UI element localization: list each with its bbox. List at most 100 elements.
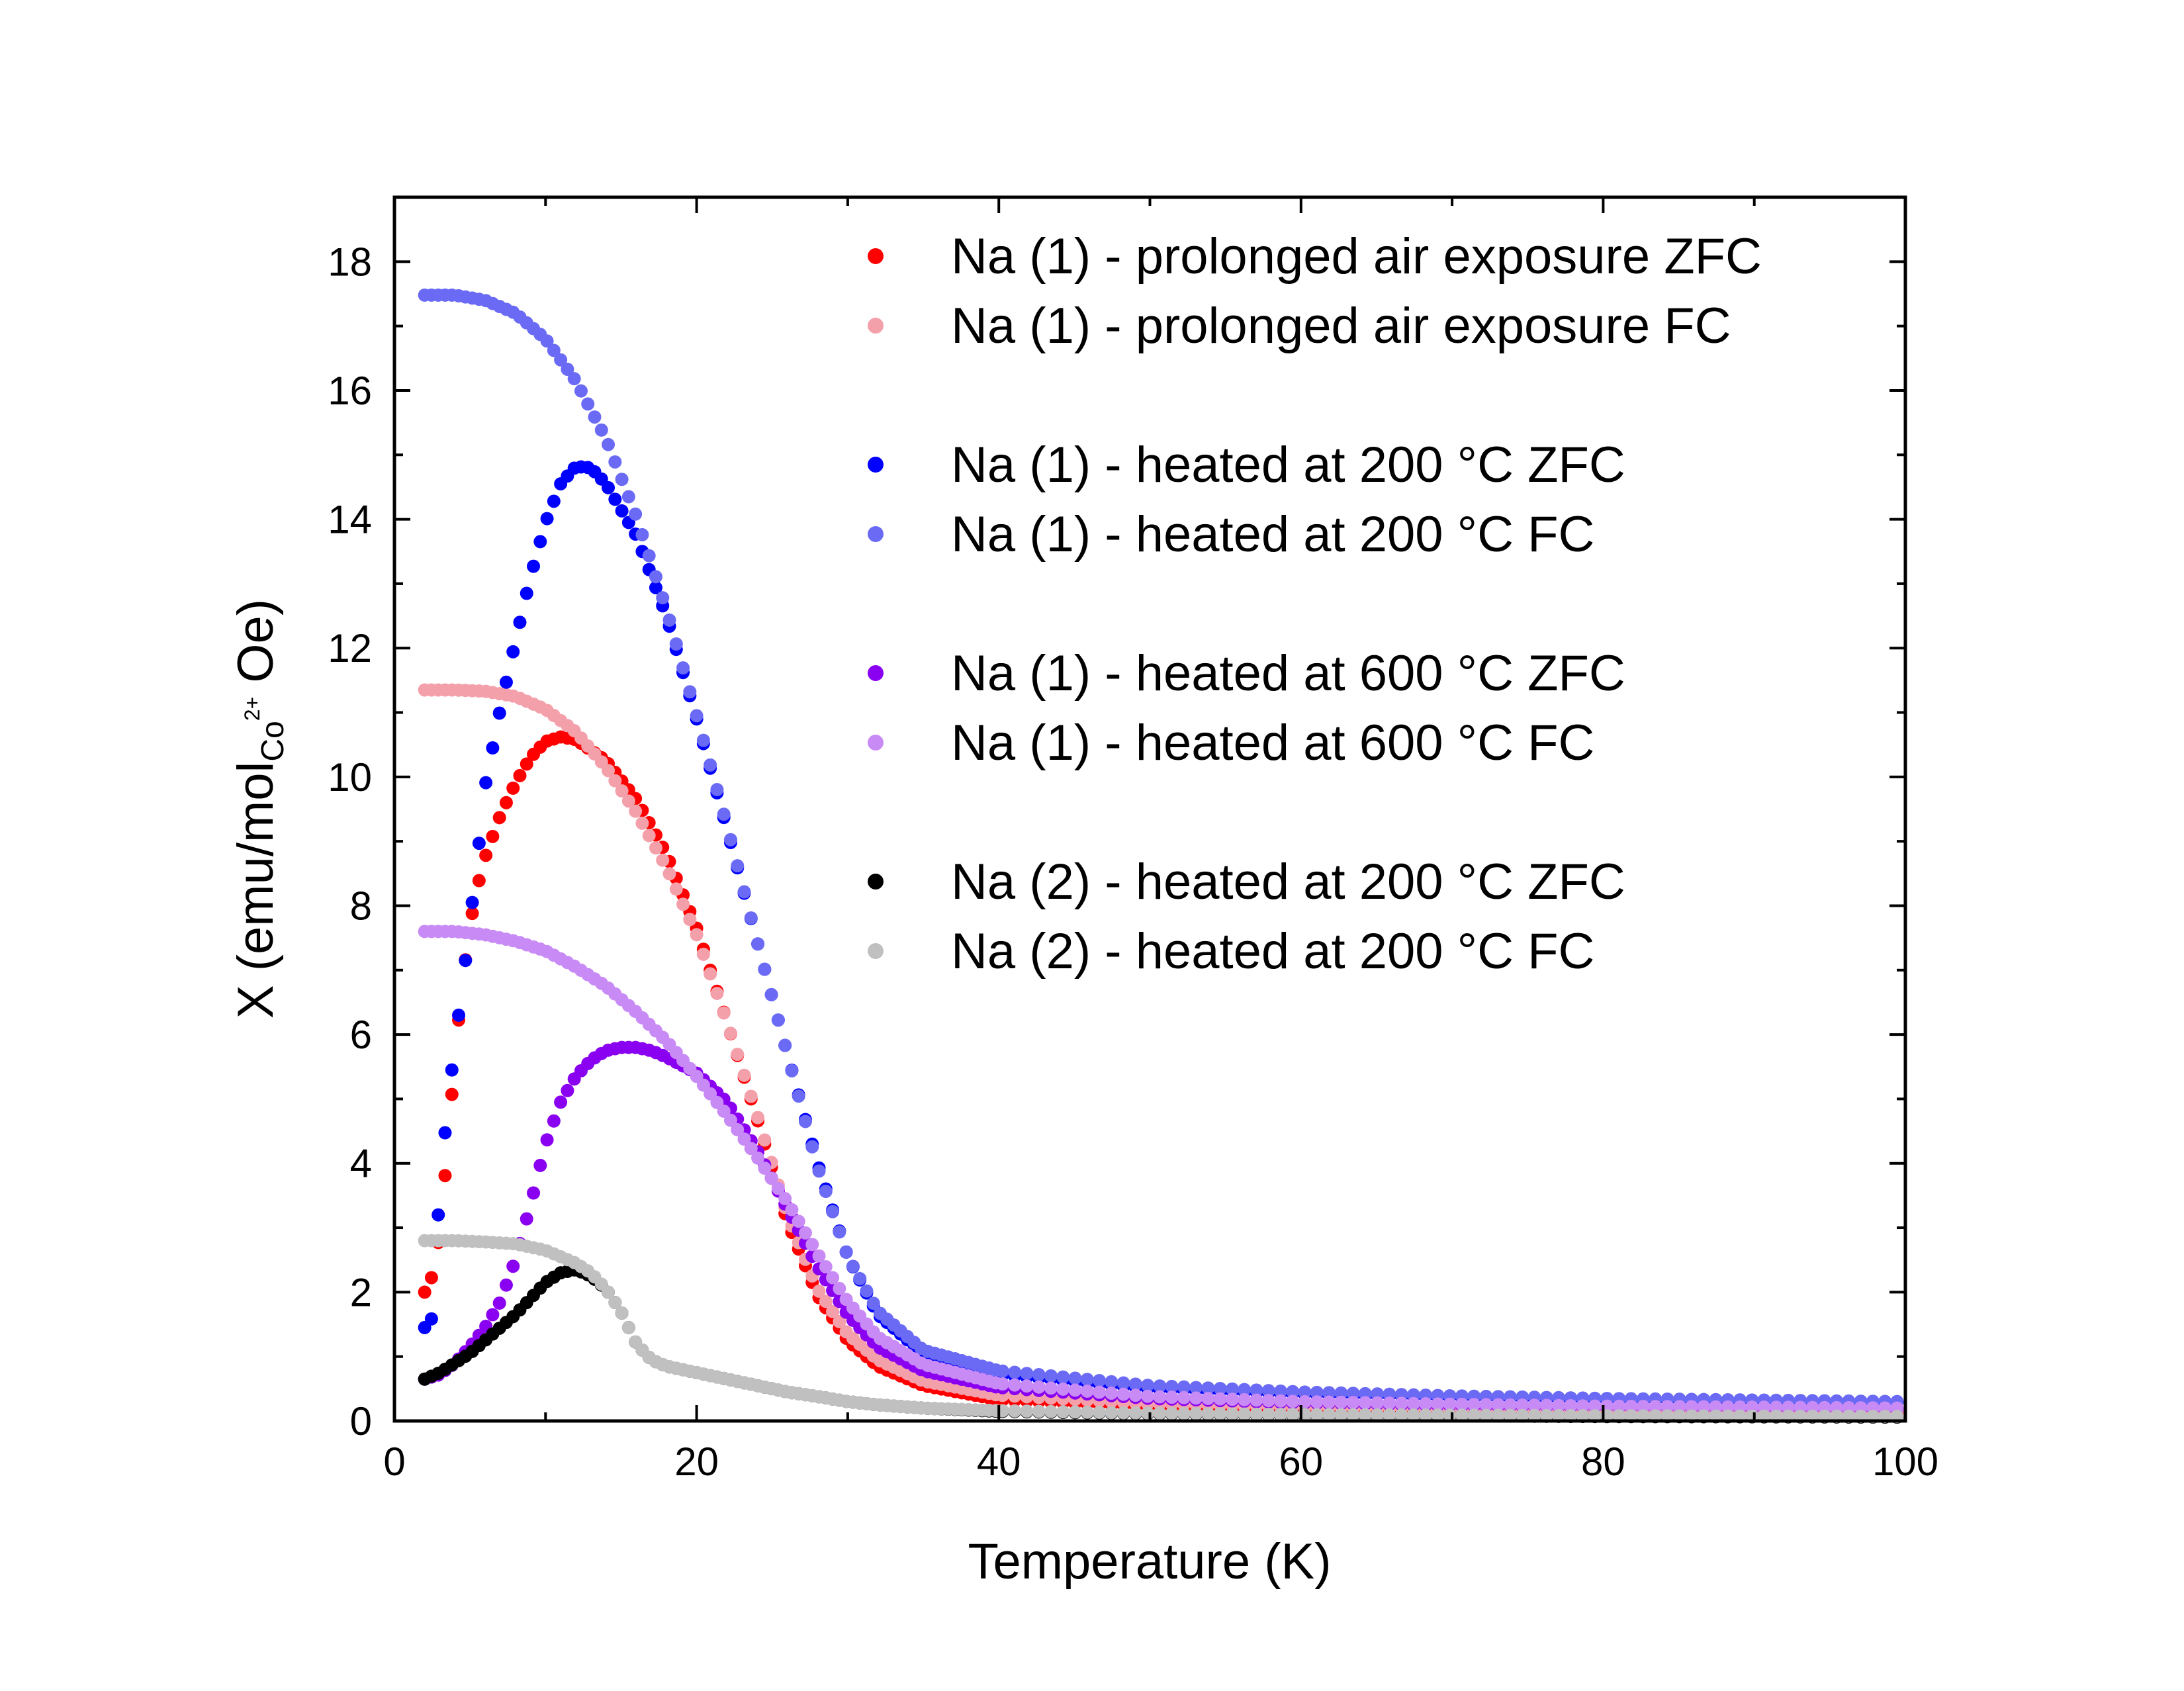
data-point	[486, 829, 500, 843]
data-point	[1189, 1391, 1203, 1405]
data-point	[1358, 1387, 1372, 1400]
data-point	[737, 885, 751, 899]
data-point	[1406, 1396, 1420, 1410]
data-point	[798, 1226, 812, 1240]
data-point	[554, 353, 568, 367]
data-point	[1225, 1382, 1239, 1396]
data-point	[1733, 1400, 1747, 1414]
data-point	[1649, 1400, 1662, 1414]
data-point	[1032, 1380, 1046, 1394]
data-point	[588, 410, 602, 424]
data-point	[1008, 1365, 1022, 1379]
data-point	[1624, 1409, 1638, 1423]
data-points-layer	[418, 288, 1904, 1424]
data-point	[1455, 1408, 1469, 1422]
data-point	[771, 1181, 785, 1195]
data-point	[1672, 1400, 1686, 1414]
data-point	[1552, 1398, 1566, 1412]
data-point	[1080, 1373, 1094, 1387]
data-point	[554, 1095, 568, 1109]
data-point	[1334, 1386, 1348, 1400]
legend-marker	[868, 457, 884, 473]
data-point	[465, 907, 479, 921]
data-point	[1672, 1409, 1686, 1423]
data-point	[635, 527, 649, 541]
legend-label: Na (2) - heated at 200 °C FC	[951, 923, 1594, 980]
data-point	[656, 591, 670, 605]
data-point	[1056, 1405, 1070, 1419]
data-point	[1020, 1367, 1034, 1381]
data-point	[418, 1285, 432, 1299]
legend-marker	[868, 943, 884, 959]
data-point	[642, 549, 656, 563]
legend-marker	[868, 735, 884, 751]
data-point	[1383, 1396, 1396, 1410]
data-point	[438, 1169, 452, 1183]
data-point	[602, 764, 615, 778]
data-point	[1093, 1373, 1107, 1387]
data-point	[561, 362, 574, 376]
data-point	[608, 455, 622, 469]
data-point	[424, 1271, 438, 1285]
data-point	[1612, 1399, 1626, 1413]
data-point	[669, 882, 683, 896]
data-point	[1116, 1376, 1130, 1390]
x-tick-label: 80	[1581, 1440, 1625, 1484]
data-point	[1250, 1407, 1263, 1421]
data-point	[533, 1158, 547, 1172]
legend-item: Na (1) - heated at 600 °C ZFC	[868, 645, 1625, 702]
data-point	[1455, 1397, 1469, 1411]
data-point	[1032, 1368, 1046, 1382]
data-point	[472, 874, 486, 888]
data-point	[710, 986, 724, 1000]
data-point	[853, 1271, 867, 1285]
data-point	[1588, 1409, 1602, 1423]
data-point	[717, 1104, 731, 1118]
data-point	[1334, 1408, 1348, 1422]
data-point	[499, 1278, 513, 1292]
data-point	[1467, 1398, 1481, 1412]
y-tick-label: 6	[350, 1013, 372, 1057]
data-point	[1310, 1408, 1324, 1422]
data-point	[751, 1111, 765, 1124]
data-point	[1032, 1404, 1046, 1418]
series-6-points	[418, 925, 1904, 1415]
legend-item: Na (1) - heated at 600 °C FC	[868, 715, 1594, 771]
data-point	[1261, 1384, 1275, 1398]
data-point	[1080, 1405, 1094, 1419]
data-point	[1358, 1396, 1372, 1410]
legend-item: Na (1) - prolonged air exposure ZFC	[868, 228, 1762, 285]
data-point	[1177, 1380, 1191, 1394]
data-point	[1684, 1400, 1698, 1414]
data-point	[1153, 1406, 1167, 1420]
data-point	[696, 947, 710, 961]
data-point	[1322, 1386, 1336, 1400]
data-point	[826, 1271, 840, 1285]
data-point	[445, 1063, 459, 1077]
data-point	[1371, 1408, 1385, 1422]
y-tick-label: 10	[328, 755, 372, 800]
data-point	[513, 616, 527, 629]
x-axis-title: Temperature (K)	[968, 1533, 1331, 1590]
data-point	[492, 1296, 506, 1310]
y-axis-title-main: Χ (emu/mol	[228, 762, 284, 1019]
y-tick-label: 0	[350, 1399, 372, 1443]
x-tick-label: 20	[674, 1440, 719, 1484]
data-point	[1684, 1409, 1698, 1423]
data-point	[527, 1186, 541, 1200]
data-point	[1539, 1408, 1553, 1422]
data-point	[839, 1246, 853, 1259]
data-point	[621, 794, 635, 808]
x-tick-label: 100	[1872, 1440, 1938, 1484]
data-point	[1612, 1409, 1626, 1423]
data-point	[1020, 1379, 1034, 1393]
data-point	[1201, 1381, 1215, 1395]
data-point	[758, 1162, 772, 1175]
data-point	[1503, 1408, 1517, 1422]
data-point	[540, 1133, 554, 1147]
data-point	[1539, 1398, 1553, 1412]
legend-label: Na (1) - prolonged air exposure FC	[951, 298, 1731, 354]
data-point	[1371, 1396, 1385, 1410]
legend-label: Na (1) - heated at 200 °C FC	[951, 506, 1594, 563]
